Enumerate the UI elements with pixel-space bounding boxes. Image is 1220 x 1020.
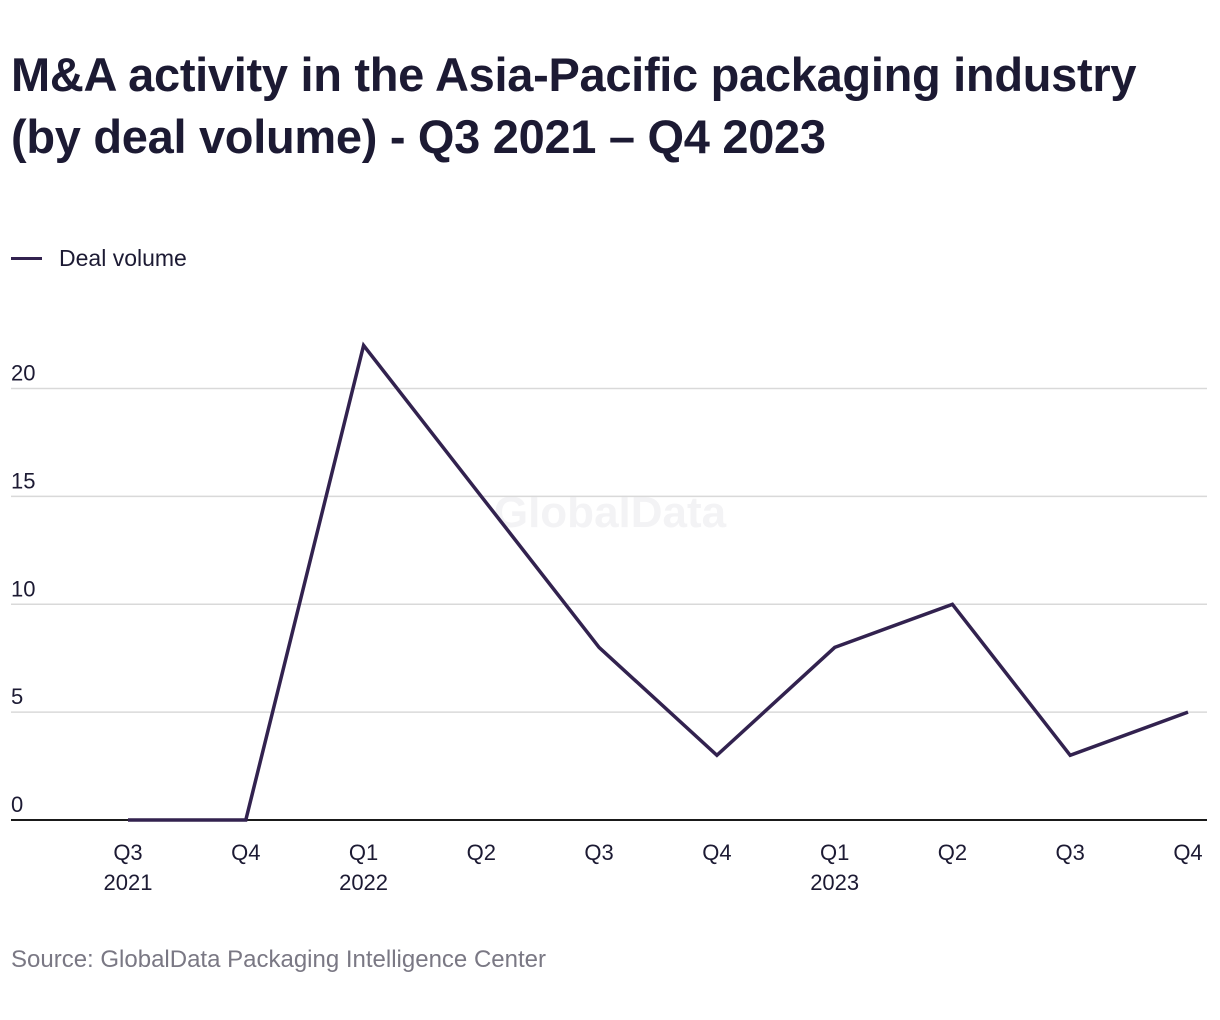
x-tick-label-line: Q3 [113, 840, 142, 865]
x-tick-label-line: Q3 [584, 840, 613, 865]
x-tick-label: Q1 2022 [339, 840, 388, 895]
x-tick-label-line: Q2 [467, 840, 496, 865]
y-tick-label: 5 [11, 684, 23, 709]
legend: Deal volume [11, 243, 187, 273]
chart-title: M&A activity in the Asia-Pacific packagi… [11, 48, 1137, 163]
x-axis-ticks: Q3 2021 Q4 Q1 2022 Q2 Q3 Q4 Q1 2023 Q2 Q3 Q4 [104, 840, 1203, 895]
x-tick-label-line: 2022 [339, 870, 388, 895]
series [127, 341, 1189, 822]
x-tick-label: Q1 2023 [810, 840, 859, 895]
x-tick-label: Q4 [702, 840, 731, 865]
x-tick-label: Q3 [584, 840, 613, 865]
y-tick-label: 10 [11, 576, 35, 601]
y-tick-label: 20 [11, 361, 35, 386]
y-axis-ticks: 0 5 10 15 20 [11, 361, 35, 817]
x-tick-label-line: 2021 [104, 870, 153, 895]
x-tick-label: Q4 [231, 840, 260, 865]
x-tick-label-line: Q4 [231, 840, 260, 865]
x-tick-label: Q4 [1173, 840, 1202, 865]
gridlines [11, 387, 1207, 713]
source-note: Source: GlobalData Packaging Intelligenc… [11, 946, 546, 973]
y-tick-label: 0 [11, 792, 23, 817]
x-tick-label: Q3 [1056, 840, 1085, 865]
watermark: GlobalData [494, 488, 727, 537]
x-tick-label: Q2 [938, 840, 967, 865]
x-tick-label-line: Q4 [702, 840, 731, 865]
legend-line-swatch [11, 256, 42, 260]
x-tick-label-line: 2023 [810, 870, 859, 895]
y-tick-label: 15 [11, 468, 35, 493]
x-tick-label-line: Q4 [1173, 840, 1202, 865]
series-line-deal-volume [128, 341, 1189, 822]
x-tick-label: Q2 [467, 840, 496, 865]
x-tick-label-line: Q1 [349, 840, 378, 865]
x-tick-label-line: Q1 [820, 840, 849, 865]
x-tick-label-line: Q3 [1056, 840, 1085, 865]
x-tick-label-line: Q2 [938, 840, 967, 865]
x-tick-label: Q3 2021 [104, 840, 153, 895]
legend-label: Deal volume [59, 244, 187, 271]
